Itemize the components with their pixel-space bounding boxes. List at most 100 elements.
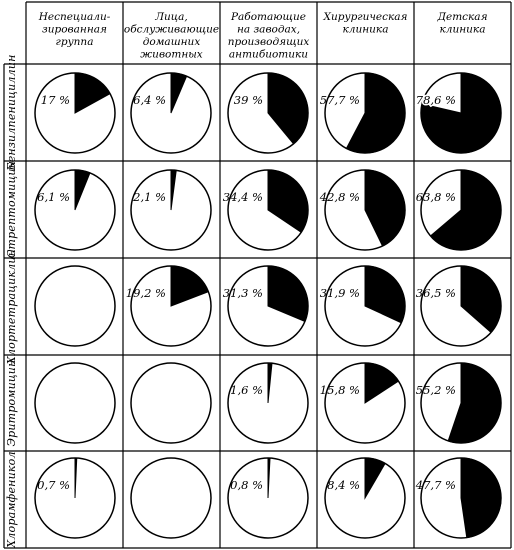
pie-chart: 31,9 % [320, 265, 406, 347]
pie-slice [267, 169, 309, 233]
pie-label: 0,7 % [37, 478, 70, 492]
column-header-line: Детская [436, 11, 487, 23]
column-header-line: антибиотики [229, 49, 308, 61]
row-header: Хлортетрациклин [5, 249, 18, 365]
pie-chart: 17 % [34, 72, 116, 154]
pie-label: 57,7 % [320, 93, 360, 107]
pie-label: 34,4 % [223, 190, 263, 204]
pie-chart: 6,1 % [34, 169, 116, 251]
pie-label: 6,1 % [37, 190, 70, 204]
pie-chart: 55,2 % [416, 362, 502, 444]
pie-slice [364, 457, 386, 500]
pie-label: 0,8 % [230, 478, 263, 492]
pie-circle [130, 457, 212, 539]
column-header-line: домашних [143, 36, 201, 48]
pie-circle [34, 265, 116, 347]
pie-chart: 0,8 % [227, 457, 309, 539]
pie-slice [170, 72, 188, 114]
pie-label: 15,8 % [320, 383, 360, 397]
pie-chart: 19,2 % [126, 265, 212, 347]
pie-label: 31,3 % [223, 286, 263, 300]
pie-slice [267, 362, 273, 404]
pie-label: 42,8 % [319, 190, 360, 204]
pie-slice [267, 265, 309, 323]
table-grid [3, 1, 512, 549]
row-header: Хлорамфеникол [5, 451, 18, 548]
column-header-line: клиника [440, 24, 486, 36]
column-header-line: Неспециали- [38, 11, 111, 23]
pie-circle [34, 362, 116, 444]
pie-slice [364, 169, 406, 247]
pie-slice [429, 169, 502, 251]
pie-slice [170, 265, 210, 307]
pie-chart [130, 457, 212, 539]
column-header: Неспециали-зированная группа [38, 11, 111, 48]
column-header: Работающие на заводах, производящих антибио… [228, 11, 310, 61]
column-header-line: Хирургическая [323, 11, 408, 23]
pie-chart: 78,6 % [414, 72, 502, 154]
pie-slice [364, 362, 400, 404]
pie-chart: 2,1 % [130, 169, 212, 251]
column-header-line: производящих [228, 36, 310, 48]
pie-slice [447, 362, 502, 444]
pie-label: 31,9 % [320, 286, 360, 300]
pie-slice [267, 72, 309, 145]
pie-slice [420, 72, 502, 154]
pie-chart [130, 362, 212, 444]
pie-label: 2,1 % [132, 190, 166, 204]
pie-chart: 34,4 % [223, 169, 309, 251]
pie-chart: 39 % [227, 72, 309, 154]
pie-label: 17 % [41, 93, 70, 107]
pie-chart: 31,3 % [223, 265, 309, 347]
pie-chart: 63,8 % [416, 169, 502, 251]
pie-circle [130, 362, 212, 444]
pie-chart [34, 362, 116, 444]
pie-slice [74, 72, 111, 114]
pie-label: 6,4 % [133, 93, 166, 107]
pie-label: 19,2 % [126, 286, 166, 300]
pie-slice [460, 265, 502, 334]
pie-chart [34, 265, 116, 347]
row-header: Эритромицин [5, 359, 18, 446]
row-header: Бензилпенициллин [5, 54, 18, 171]
row-headers: БензилпенициллинСтрептомицинХлортетрацик… [5, 54, 18, 548]
row-header: Стрептомицин [5, 161, 18, 258]
column-header: Детская клиника [436, 11, 487, 36]
pie-label: 1,6 % [230, 383, 263, 397]
pie-chart: 36,5 % [416, 265, 502, 347]
pie-slice [170, 169, 177, 211]
column-headers: Неспециали-зированная группа Лица, обслужив… [38, 11, 488, 61]
pie-label: 39 % [234, 93, 263, 107]
pie-label: 8,4 % [327, 478, 360, 492]
pie-slice [74, 169, 91, 211]
pie-label: 47,7 % [415, 478, 456, 492]
pie-chart: 6,4 % [130, 72, 212, 154]
column-header-line: на заводах, [237, 24, 300, 36]
pie-label: 55,2 % [416, 383, 456, 397]
pie-chart: 47,7 % [415, 457, 502, 539]
column-header-line: зированная [42, 24, 107, 36]
column-header-line: Работающие [230, 11, 306, 23]
column-header: Хирургическая клиника [323, 11, 408, 36]
pie-slice [364, 265, 406, 324]
pie-slice [74, 457, 78, 499]
pie-chart: 57,7 % [320, 72, 406, 154]
column-header-line: обслуживающие [124, 24, 219, 36]
pie-slice [267, 457, 271, 499]
column-header-line: Лица, [154, 11, 187, 23]
pie-chart: 1,6 % [227, 362, 309, 444]
pie-chart: 8,4 % [324, 457, 406, 539]
column-header-line: животных [140, 49, 203, 61]
column-header-line: клиника [343, 24, 389, 36]
pie-chart: 0,7 % [34, 457, 116, 539]
pie-label: 63,8 % [416, 190, 456, 204]
pie-chart: 42,8 % [319, 169, 406, 251]
pie-label: 36,5 % [416, 286, 456, 300]
column-header: Лица, обслуживающие домашних животных [124, 11, 219, 61]
pie-chart: 15,8 % [320, 362, 406, 444]
column-header-line: группа [56, 36, 94, 48]
pie-charts: 17 % 6,4 % 39 % 57,7 % 78,6 % 6,1 % 2,1 % 34,4 … [34, 72, 502, 539]
pie-slice [460, 457, 502, 539]
pie-slice [345, 72, 406, 154]
